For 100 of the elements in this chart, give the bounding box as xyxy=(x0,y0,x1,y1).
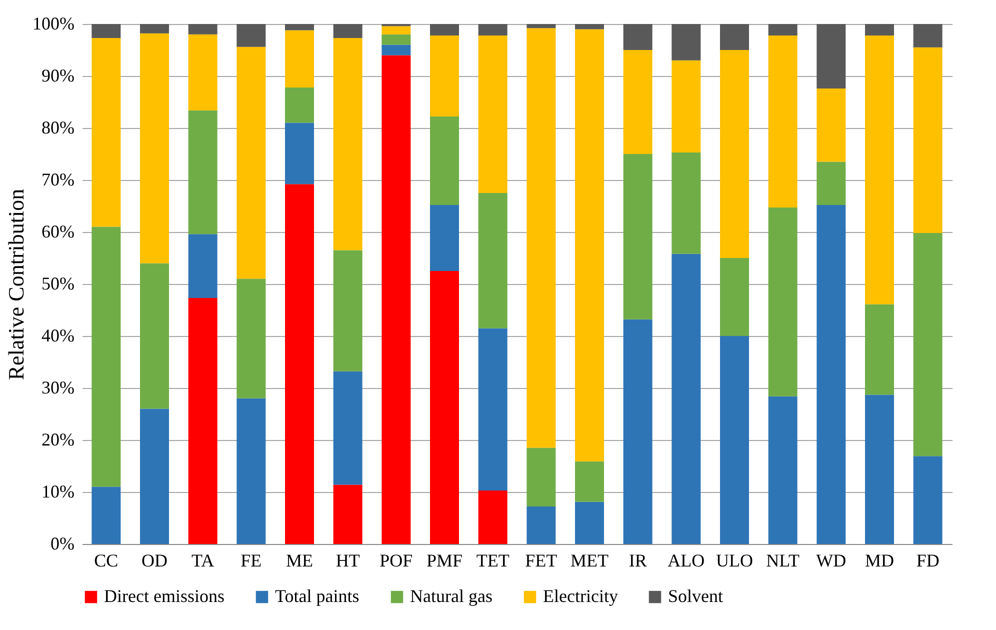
bar xyxy=(236,278,266,398)
bar xyxy=(913,233,942,456)
bar xyxy=(333,371,362,485)
bar xyxy=(672,254,701,544)
legend-label: Solvent xyxy=(668,586,724,606)
x-tick-label: NLT xyxy=(766,550,800,570)
bar xyxy=(526,448,556,507)
x-tick-label: CC xyxy=(94,550,118,570)
bar xyxy=(285,87,314,123)
y-tick-label: 10% xyxy=(42,482,74,502)
bar xyxy=(333,24,362,38)
legend-label: Electricity xyxy=(543,586,618,606)
bar xyxy=(478,35,508,193)
x-tick-label: HT xyxy=(336,550,360,570)
bar xyxy=(236,24,266,47)
bar xyxy=(333,250,362,372)
bar xyxy=(92,486,121,544)
y-tick-label: 20% xyxy=(42,430,74,450)
bar xyxy=(92,24,121,38)
bar xyxy=(913,24,942,48)
bar xyxy=(430,116,459,205)
x-tick-label: POF xyxy=(380,550,413,570)
bar xyxy=(92,38,121,227)
x-tick-label: MD xyxy=(864,550,894,570)
legend-label: Total paints xyxy=(275,586,360,606)
x-tick-label: OD xyxy=(142,550,168,570)
bar xyxy=(865,394,894,544)
bar xyxy=(140,24,169,34)
bar xyxy=(623,319,652,544)
bar xyxy=(430,271,459,544)
bar xyxy=(382,26,411,34)
bar xyxy=(285,24,314,30)
bar xyxy=(188,24,218,34)
bar xyxy=(140,263,169,409)
bar xyxy=(623,24,652,50)
bar xyxy=(236,46,266,279)
bar xyxy=(285,30,314,88)
x-tick-label: MET xyxy=(570,550,608,570)
y-axis-title: Relative Contribution xyxy=(4,188,29,380)
bar xyxy=(816,204,846,544)
y-tick-label: 0% xyxy=(50,534,74,554)
bar xyxy=(478,328,508,490)
x-tick-label: ULO xyxy=(716,550,753,570)
x-tick-label: WD xyxy=(816,550,846,570)
bar xyxy=(478,24,508,36)
bar xyxy=(236,398,266,544)
bar xyxy=(140,33,169,264)
bar xyxy=(816,162,846,205)
bar xyxy=(672,60,701,152)
y-tick-label: 90% xyxy=(42,66,74,86)
bar xyxy=(816,24,846,88)
bar xyxy=(865,24,894,36)
bar xyxy=(285,184,314,544)
legend-label: Natural gas xyxy=(410,586,492,606)
bar xyxy=(575,502,604,544)
bar xyxy=(526,24,556,28)
y-tick-label: 40% xyxy=(42,326,74,346)
y-tick-label: 70% xyxy=(42,170,74,190)
bar xyxy=(768,208,798,396)
bar xyxy=(816,88,846,162)
x-tick-label: IR xyxy=(628,550,647,570)
bar xyxy=(768,24,798,36)
x-tick-label: FET xyxy=(525,550,558,570)
bar xyxy=(478,490,508,544)
bar xyxy=(92,226,121,487)
x-tick-label: ME xyxy=(286,550,314,570)
bar xyxy=(623,154,652,320)
y-tick-label: 50% xyxy=(42,274,74,294)
x-tick-label: FE xyxy=(240,550,262,570)
bar xyxy=(188,34,218,110)
bar xyxy=(720,50,749,258)
x-tick-label: PMF xyxy=(426,550,463,570)
bar xyxy=(575,461,604,502)
bar xyxy=(575,29,604,462)
bar xyxy=(333,484,362,544)
y-tick-label: 30% xyxy=(42,378,74,398)
bar xyxy=(382,55,411,544)
bar xyxy=(672,24,701,60)
bar xyxy=(430,35,459,117)
bar xyxy=(768,396,798,544)
bar xyxy=(382,34,411,45)
legend-label: Direct emissions xyxy=(104,586,224,606)
bar xyxy=(913,47,942,234)
x-tick-label: TA xyxy=(192,550,214,570)
bar xyxy=(188,110,218,234)
bar xyxy=(430,24,459,36)
bar xyxy=(720,336,749,544)
bar xyxy=(865,35,894,304)
bar xyxy=(575,24,604,30)
bar xyxy=(672,152,701,254)
bar xyxy=(188,298,218,544)
y-tick-label: 100% xyxy=(32,14,74,34)
bar xyxy=(188,234,218,298)
y-tick-label: 60% xyxy=(42,222,74,242)
bar xyxy=(140,408,169,544)
x-tick-label: FD xyxy=(916,550,940,570)
y-tick-label: 80% xyxy=(42,118,74,138)
x-tick-label: ALO xyxy=(668,550,705,570)
bar xyxy=(478,193,508,328)
bar xyxy=(913,456,942,544)
